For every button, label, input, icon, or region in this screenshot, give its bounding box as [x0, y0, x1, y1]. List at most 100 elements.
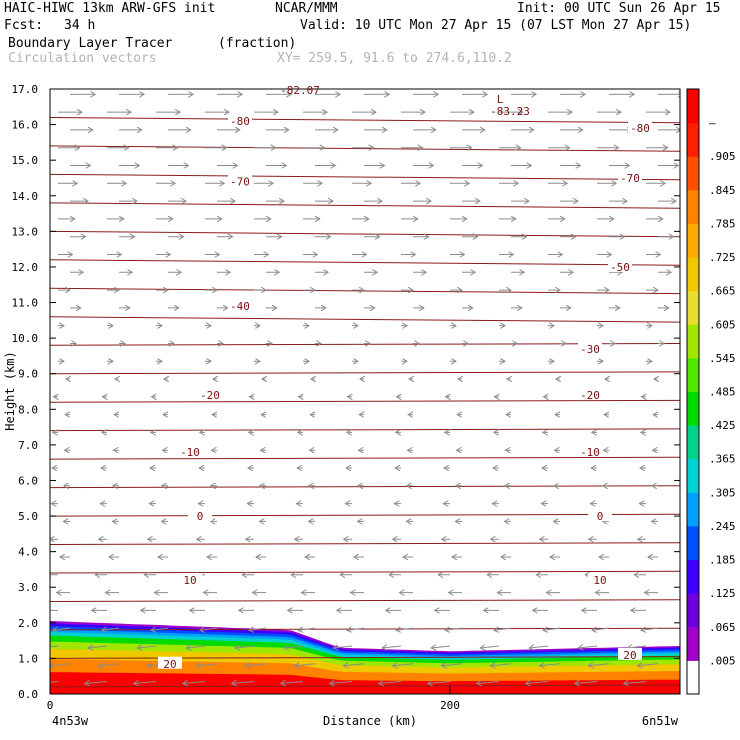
colorbar-swatch [687, 626, 699, 661]
colorbar-swatch [687, 156, 699, 191]
x-right-endpoint: 6n51w [642, 714, 679, 728]
vector-arrow [347, 628, 365, 630]
contour-line [50, 513, 680, 517]
y-tick-label: 9.0 [18, 368, 38, 381]
vector-arrow [298, 628, 316, 630]
contour-label-bg [578, 341, 602, 354]
plot-frame [49, 88, 681, 695]
x-axis-label: Distance (km) [323, 714, 417, 728]
contour-label-bg [188, 509, 212, 522]
vector-arrow [102, 628, 120, 630]
vector-arrow [641, 628, 659, 630]
valid-time: Valid: 10 UTC Mon 27 Apr 15 (07 LST Mon … [300, 18, 692, 33]
colorbar-swatch [687, 525, 699, 560]
colorbar-label: .185 [709, 554, 736, 567]
vector-arrow [344, 664, 365, 666]
vector-arrow [183, 682, 206, 684]
colorbar-swatch [687, 391, 699, 426]
contour-line [50, 656, 680, 659]
colorbar-swatch [687, 189, 699, 224]
colorbar-label: .425 [709, 419, 736, 432]
vector-arrow [638, 664, 659, 666]
tracer-fill [50, 621, 680, 694]
model-title: HAIC-HIWC 13km ARW-GFS init [4, 1, 216, 16]
contour-label-bg [228, 299, 252, 312]
vector-arrow [592, 628, 610, 630]
colorbar-label: .245 [709, 520, 736, 533]
field-units: (fraction) [218, 36, 297, 51]
contour-label: 20 [163, 658, 176, 671]
colorbar-swatch [687, 458, 699, 493]
vector-arrow [197, 664, 218, 666]
contour-label: -80 [230, 115, 250, 128]
vector-arrow [235, 646, 255, 648]
vector-arrow [134, 682, 157, 684]
x-tick-label: 200 [440, 699, 460, 712]
colorbar-swatch [687, 492, 699, 527]
contour-label-bg [198, 388, 222, 401]
y-tick-label: 3.0 [18, 581, 38, 594]
contour-line [50, 542, 680, 545]
vector-arrow [445, 628, 463, 630]
overlay-name: Circulation vectors [8, 51, 157, 66]
y-tick-label: 11.0 [12, 297, 39, 310]
y-tick-label: 0.0 [18, 688, 38, 701]
y-tick-label: 13.0 [12, 225, 39, 238]
vector-arrow [529, 646, 549, 648]
contour-label: 0 [197, 510, 204, 523]
vector-arrow [200, 628, 218, 630]
vector-arrow [526, 682, 549, 684]
top-contour-label: -82.07 [280, 84, 320, 97]
contour-label-bg [158, 656, 182, 669]
init-time: Init: 00 UTC Sun 26 Apr 15 [517, 1, 721, 16]
vector-arrow [50, 664, 71, 666]
vector-arrow [578, 646, 598, 648]
colorbar-swatch [687, 89, 699, 124]
contour-label: 10 [593, 574, 606, 587]
colorbar-label: – [709, 117, 716, 130]
contour-label-bg [588, 573, 612, 586]
vector-arrow [99, 664, 120, 666]
colorbar-label: .365 [709, 453, 736, 466]
y-tick-label: 1.0 [18, 652, 38, 665]
contour-label: 10 [183, 574, 196, 587]
tracer-band [50, 672, 680, 694]
contour-line [50, 202, 680, 209]
vector-arrow [431, 646, 451, 648]
contour-line [50, 371, 680, 375]
vector-arrow [589, 664, 610, 666]
colorbar-label: .485 [709, 386, 736, 399]
vector-arrow [246, 664, 267, 666]
vector-arrow [382, 646, 402, 648]
field-name: Boundary Layer Tracer [8, 36, 173, 51]
contour-label: -10 [580, 446, 600, 459]
colorbar-label: .905 [709, 150, 736, 163]
colorbar-swatch [687, 559, 699, 594]
contour-line [50, 259, 680, 266]
contour-line [50, 428, 680, 432]
colorbar-swatch [687, 223, 699, 258]
vector-arrow [50, 681, 59, 683]
contour-label: -70 [230, 176, 250, 189]
colorbar-swatch [687, 290, 699, 325]
vector-arrow [428, 682, 451, 684]
colorbar-swatch [687, 324, 699, 359]
contour-label-bg [228, 114, 252, 127]
colorbar-label: .545 [709, 352, 736, 365]
contour-label: 20 [623, 649, 636, 662]
vector-arrow [540, 664, 561, 666]
contour-label: -80 [630, 122, 650, 135]
vector-arrow [232, 682, 255, 684]
colorbar-swatch [687, 357, 699, 392]
contour-labels: -80 -80 -70 -70 -50 -40 -30 -20 -20 -10 -10 0 0 10 10 2… [158, 84, 652, 671]
contour-label-bg [618, 647, 642, 660]
contour-line [50, 456, 680, 460]
colorbar-label: .725 [709, 251, 736, 264]
colorbar-label: .605 [709, 318, 736, 331]
low-marker: L [497, 93, 504, 106]
contour-label-bg [618, 170, 642, 183]
y-tick-label: 2.0 [18, 617, 38, 630]
vector-arrow [85, 682, 108, 684]
y-axis: 0.0 1.0 2.0 3.0 4.0 5.0 6.0 7.0 8.0 9.0 10.0 11.0 12… [12, 83, 680, 701]
